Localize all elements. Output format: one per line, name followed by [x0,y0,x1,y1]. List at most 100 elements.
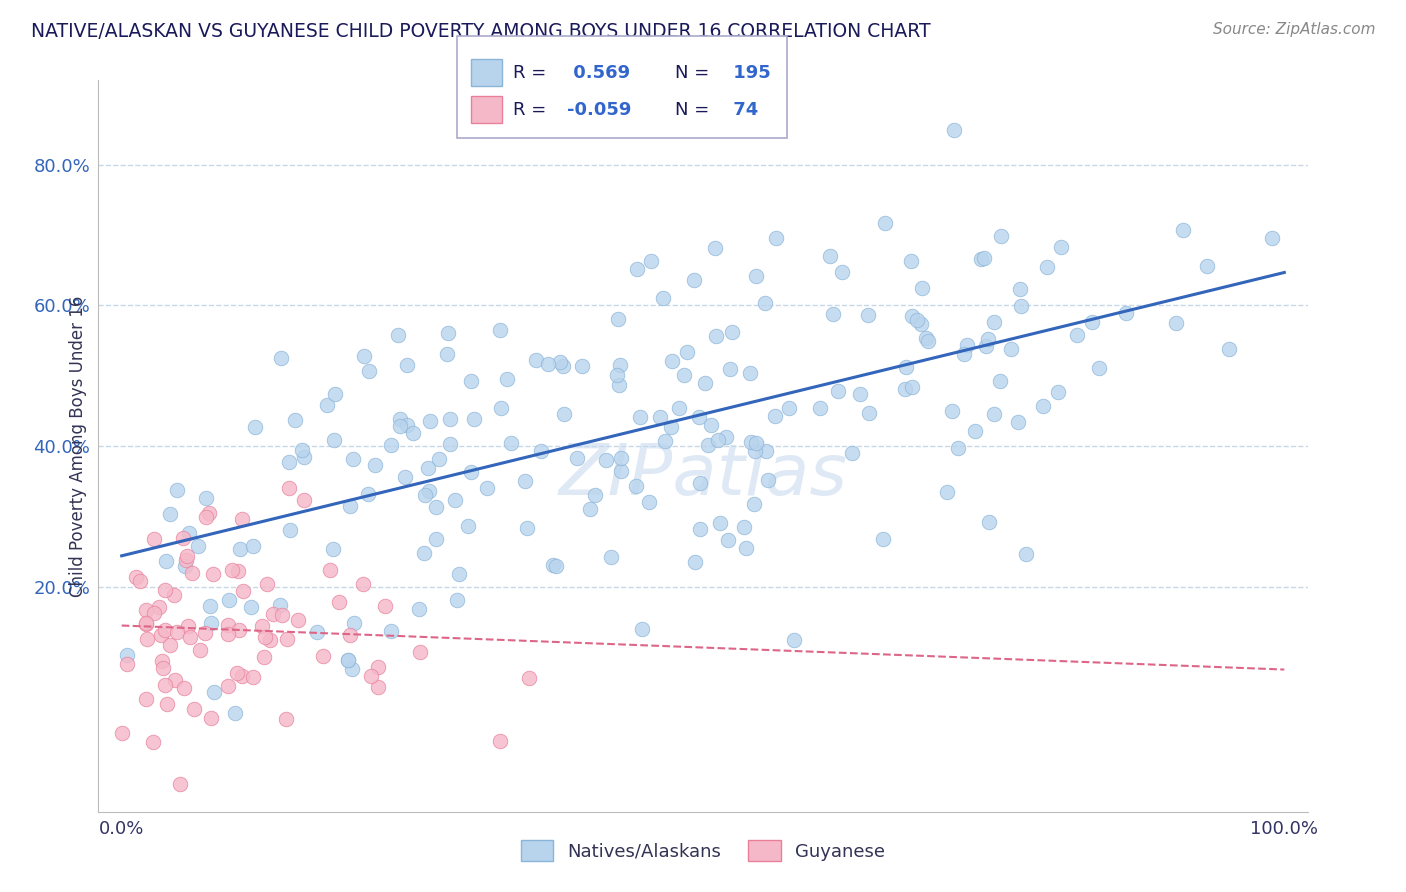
Point [546,559,568,574]
Point [610,451,633,466]
Point [176,549,198,564]
Point [174,553,197,567]
Point [231,669,253,683]
Point [256,577,278,591]
Point [733,520,755,534]
Point [1066,327,1088,342]
Point [177,618,200,632]
Point [571,359,593,374]
Point [181,566,204,581]
Point [823,308,845,322]
Point [638,495,661,509]
Point [983,407,1005,421]
Point [437,326,460,340]
Text: Source: ZipAtlas.com: Source: ZipAtlas.com [1212,22,1375,37]
Point [695,376,717,391]
Point [190,643,212,657]
Point [111,725,134,739]
Point [380,624,402,638]
Point [408,601,430,615]
Point [197,507,219,521]
Point [541,558,564,573]
Point [380,438,402,452]
Point [703,241,725,255]
Point [322,542,344,557]
Point [169,776,191,790]
Point [856,308,879,322]
Point [198,599,221,613]
Point [1173,223,1195,237]
Point [436,347,458,361]
Point [439,412,461,426]
Point [1166,316,1188,330]
Text: 0.569: 0.569 [567,63,630,81]
Point [389,411,412,425]
Point [901,310,924,324]
Point [353,576,375,591]
Point [988,374,1011,388]
Point [387,327,409,342]
Point [606,312,628,326]
Point [917,334,939,348]
Point [135,616,157,631]
Point [394,470,416,484]
Point [953,347,976,361]
Point [1115,306,1137,320]
Point [901,379,924,393]
Point [956,337,979,351]
Point [900,254,922,268]
Point [159,507,181,521]
Point [765,231,787,245]
Point [155,554,177,568]
Point [463,412,485,426]
Point [1050,240,1073,254]
Point [340,662,363,676]
Point [135,603,157,617]
Point [155,678,177,692]
Point [328,595,350,609]
Point [915,331,938,345]
Point [700,418,723,433]
Point [735,541,758,555]
Point [307,624,329,639]
Point [609,359,631,373]
Point [1032,399,1054,413]
Text: R =: R = [513,63,553,81]
Point [849,387,872,401]
Point [278,523,301,537]
Point [718,361,741,376]
Point [673,368,696,382]
Point [600,549,623,564]
Point [717,533,740,548]
Point [323,434,346,448]
Point [270,351,292,365]
Point [153,583,176,598]
Point [516,521,538,535]
Point [1007,416,1029,430]
Point [1015,547,1038,561]
Text: 74: 74 [727,101,758,119]
Text: 195: 195 [727,63,770,81]
Point [1261,231,1284,245]
Point [135,692,157,706]
Point [449,566,471,581]
Point [872,532,894,546]
Point [976,332,998,346]
Point [626,479,648,493]
Point [337,653,360,667]
Point [659,420,682,434]
Point [524,353,547,368]
Point [942,122,965,136]
Point [287,614,309,628]
Point [339,500,361,514]
Point [457,518,479,533]
Point [530,444,553,458]
Point [460,465,482,479]
Point [413,488,436,502]
Point [156,697,179,711]
Point [172,531,194,545]
Point [353,349,375,363]
Point [517,671,540,685]
Point [738,367,761,381]
Point [648,410,671,425]
